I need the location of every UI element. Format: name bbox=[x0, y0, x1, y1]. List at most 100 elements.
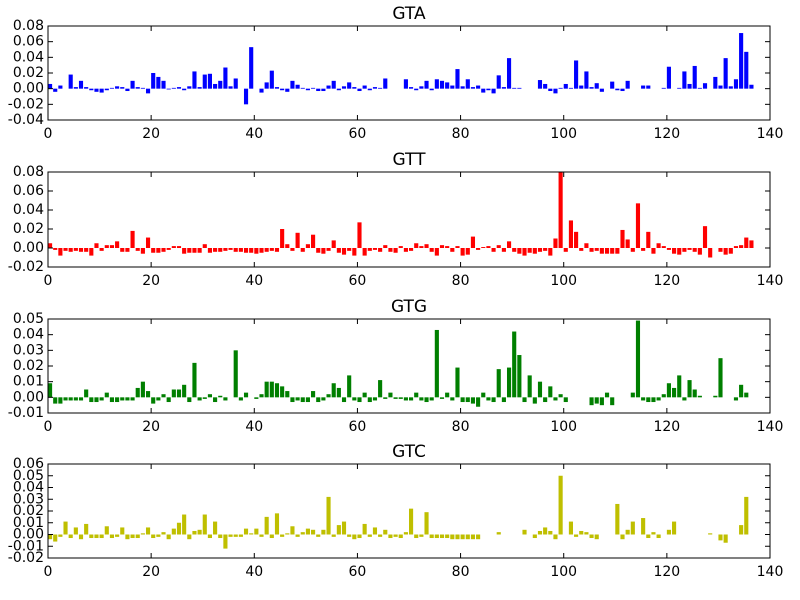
bar bbox=[414, 534, 419, 539]
y-tick-label: -0.02 bbox=[8, 259, 44, 275]
x-tick-label: 120 bbox=[653, 126, 680, 142]
bar bbox=[341, 86, 347, 89]
bar bbox=[419, 246, 424, 248]
bar bbox=[496, 532, 501, 535]
bar bbox=[176, 87, 182, 89]
bar bbox=[145, 527, 151, 535]
bar bbox=[202, 514, 207, 535]
bar bbox=[109, 397, 115, 403]
bar bbox=[341, 397, 347, 403]
bar bbox=[702, 226, 708, 248]
bar bbox=[419, 534, 424, 537]
bar bbox=[491, 88, 496, 94]
bar bbox=[259, 88, 264, 93]
bar bbox=[182, 248, 187, 254]
bar bbox=[450, 85, 455, 89]
bar bbox=[109, 87, 115, 89]
bar bbox=[666, 248, 671, 250]
y-tick-label: 0.06 bbox=[13, 183, 44, 199]
x-tick-label: 140 bbox=[757, 419, 784, 435]
bar bbox=[713, 76, 718, 89]
bar bbox=[439, 245, 445, 248]
bar bbox=[243, 528, 249, 535]
bar bbox=[697, 248, 702, 255]
bar bbox=[311, 391, 316, 398]
bar bbox=[584, 243, 589, 248]
bar bbox=[666, 66, 671, 89]
bar bbox=[656, 397, 661, 401]
bar bbox=[305, 528, 310, 535]
bar bbox=[243, 88, 249, 105]
y-tick-label: 0.02 bbox=[13, 65, 44, 81]
bar bbox=[543, 248, 548, 251]
bar bbox=[104, 526, 109, 535]
bar bbox=[233, 78, 238, 89]
bar bbox=[63, 248, 68, 251]
bar bbox=[357, 88, 362, 92]
bar bbox=[228, 534, 233, 537]
bar bbox=[661, 246, 666, 248]
bar bbox=[161, 394, 166, 398]
y-tick-label: 0.02 bbox=[13, 503, 44, 519]
bar bbox=[321, 397, 326, 401]
bar bbox=[249, 533, 254, 535]
bar bbox=[362, 248, 367, 256]
bar bbox=[445, 246, 450, 248]
bar bbox=[336, 248, 341, 253]
bar bbox=[491, 397, 496, 403]
x-tick-label: 100 bbox=[550, 126, 577, 142]
bar bbox=[749, 240, 754, 248]
bar bbox=[58, 534, 63, 537]
y-tick-label: 0.08 bbox=[13, 18, 44, 34]
bar bbox=[563, 83, 568, 89]
bar bbox=[460, 86, 465, 89]
bar bbox=[434, 248, 439, 256]
bar bbox=[264, 381, 269, 398]
bar bbox=[579, 85, 584, 89]
x-tick-label: 40 bbox=[245, 273, 263, 289]
bar bbox=[656, 243, 661, 248]
bar bbox=[553, 534, 558, 540]
bar bbox=[166, 88, 171, 90]
bar bbox=[171, 246, 176, 248]
bar bbox=[58, 397, 63, 404]
bar bbox=[290, 526, 295, 535]
bar bbox=[99, 248, 104, 251]
bar bbox=[615, 503, 620, 535]
bar bbox=[749, 84, 754, 89]
bar bbox=[697, 395, 702, 398]
bar bbox=[311, 234, 316, 248]
bar bbox=[656, 534, 661, 539]
bar bbox=[207, 394, 212, 398]
bar bbox=[574, 60, 579, 89]
y-tick-label: 0.04 bbox=[13, 202, 44, 218]
bar bbox=[223, 248, 228, 251]
bar bbox=[723, 248, 728, 255]
axes-frame bbox=[47, 463, 771, 559]
bar bbox=[135, 387, 140, 398]
bar bbox=[264, 516, 269, 535]
bar bbox=[274, 383, 280, 398]
bar bbox=[584, 532, 589, 535]
bar bbox=[130, 230, 135, 248]
bar bbox=[512, 87, 517, 89]
bar bbox=[300, 532, 305, 535]
bar bbox=[274, 248, 280, 252]
bar bbox=[445, 392, 450, 398]
bar bbox=[677, 248, 682, 255]
bar bbox=[687, 248, 692, 250]
bar bbox=[723, 534, 728, 543]
bar bbox=[285, 533, 290, 535]
bar bbox=[486, 397, 491, 401]
bar bbox=[372, 397, 378, 401]
bar bbox=[48, 534, 53, 540]
bar bbox=[367, 88, 372, 91]
x-tick-label: 0 bbox=[44, 564, 53, 580]
bar bbox=[285, 244, 290, 248]
bar bbox=[434, 534, 439, 539]
bar bbox=[450, 534, 455, 540]
bar bbox=[207, 534, 212, 539]
x-tick-label: 140 bbox=[757, 126, 784, 142]
bar bbox=[744, 237, 749, 248]
bar bbox=[455, 367, 460, 398]
